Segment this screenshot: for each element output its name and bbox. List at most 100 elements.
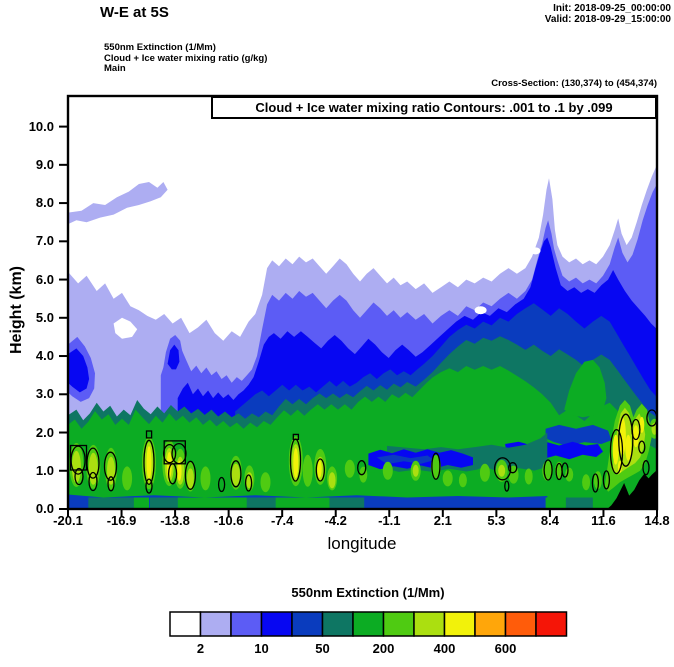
- mixing-ratio-contour: [107, 476, 115, 492]
- extinction-spot: [639, 416, 645, 433]
- extinction-spot: [479, 463, 490, 482]
- extinction-spot: [632, 425, 639, 448]
- colorbar-cell: [443, 611, 476, 637]
- mixing-ratio-contour: [543, 459, 553, 481]
- region-blue-core-left: [68, 348, 90, 393]
- mixing-ratio-contour: [631, 418, 641, 441]
- extinction-spot: [530, 247, 541, 255]
- extinction-spot: [442, 470, 453, 487]
- mixing-ratio-contour: [217, 476, 226, 493]
- colorbar-tick-label: 10: [254, 641, 269, 656]
- x-tick-label: -10.6: [213, 513, 244, 528]
- bottom-segment-0: [88, 497, 134, 509]
- field-line-3: Main: [104, 63, 126, 74]
- extinction-spot: [458, 473, 467, 488]
- x-axis-title: longitude: [327, 534, 397, 553]
- colorbar-cell: [504, 611, 537, 637]
- extinction-spot: [186, 468, 194, 489]
- mixing-ratio-contour: [618, 413, 634, 467]
- region-white-notch: [113, 317, 138, 339]
- bottom-segment-9: [592, 497, 609, 509]
- mixing-ratio-contour: [357, 460, 367, 476]
- bottom-segment-4: [246, 497, 276, 509]
- extinction-spot: [382, 461, 393, 480]
- region-navy-band-right: [545, 424, 612, 446]
- region-green-patch-right: [564, 359, 607, 418]
- mixing-ratio-contour: [184, 460, 197, 490]
- extinction-spot: [474, 306, 487, 315]
- mixing-ratio-contour: [103, 451, 118, 481]
- x-tick-label: 8.4: [540, 513, 559, 528]
- contour-layers: [68, 96, 657, 509]
- bottom-segment-8: [565, 497, 593, 509]
- mixing-ratio-contour: [638, 440, 646, 454]
- valid-time: Valid: 2018-09-29_15:00:00: [544, 14, 671, 25]
- y-tick-label: 7.0: [35, 233, 54, 249]
- colorbar-cell: [230, 611, 263, 637]
- x-tick-label: 5.3: [487, 513, 506, 528]
- mixing-ratio-contour: [230, 460, 242, 488]
- bottom-segment-2: [149, 497, 178, 509]
- x-tick-label: -1.1: [378, 513, 401, 528]
- colorbar-tick-label: 50: [315, 641, 330, 656]
- x-tick-label: 2.1: [433, 513, 452, 528]
- x-tick-label: -16.9: [106, 513, 137, 528]
- mixing-ratio-contour: [143, 439, 155, 485]
- colorbar-tick-label: 200: [372, 641, 395, 656]
- colorbar-cell: [352, 611, 385, 637]
- mixing-ratio-contour: [88, 471, 98, 492]
- x-tick-label: -7.4: [270, 513, 294, 528]
- y-tick-label: 3.0: [35, 386, 54, 402]
- page-title: W-E at 5S: [100, 4, 169, 21]
- extinction-spot: [328, 472, 336, 489]
- plot-inner-title: Cloud + Ice water mixing ratio Contours:…: [211, 96, 657, 119]
- y-tick-label: 4.0: [35, 348, 54, 364]
- y-tick-label: 1.0: [35, 462, 54, 478]
- y-tick-label: 2.0: [35, 424, 54, 440]
- mixing-ratio-contour: [602, 470, 611, 490]
- init-time: Init: 2018-09-25_00:00:00: [553, 3, 671, 14]
- y-tick-label: 9.0: [35, 156, 54, 172]
- mixing-ratio-contour: [145, 478, 153, 494]
- colorbar-cell: [535, 611, 568, 637]
- extinction-spot: [146, 446, 152, 481]
- colorbar-cell: [382, 611, 415, 637]
- colorbar-cell: [474, 611, 507, 637]
- mixing-ratio-contour: [315, 458, 325, 482]
- y-tick-label: 8.0: [35, 195, 54, 211]
- mixing-ratio-contour: [591, 473, 600, 493]
- extinction-spot: [412, 464, 419, 477]
- x-tick-label: -20.1: [53, 513, 83, 528]
- mixing-ratio-contour: [163, 440, 186, 465]
- terrain: [607, 470, 657, 509]
- bottom-segment-3: [177, 497, 247, 509]
- x-tick-label: -13.8: [160, 513, 190, 528]
- colorbar-cell: [169, 611, 202, 637]
- mixing-ratio-contour: [431, 452, 441, 480]
- mixing-ratio-contour: [69, 444, 88, 471]
- extinction-spot: [582, 474, 591, 491]
- y-tick-label: 5.0: [35, 309, 54, 325]
- colorbar-title: 550nm Extinction (1/Mm): [291, 585, 445, 600]
- colorbar-cell: [199, 611, 232, 637]
- colorbar-cell: [321, 611, 354, 637]
- extinction-spot: [317, 459, 322, 478]
- mixing-ratio-contour: [642, 460, 650, 476]
- run-times: Init: 2018-09-25_00:00:00 Valid: 2018-09…: [545, 3, 671, 25]
- y-tick-label: 10.0: [28, 118, 54, 134]
- bottom-segment-7: [545, 497, 566, 509]
- extinction-spot: [344, 459, 355, 478]
- colorbar-tick-label: 2: [196, 641, 205, 656]
- mixing-ratio-contour: [561, 462, 569, 478]
- region-blue-core-14w: [167, 344, 180, 370]
- mixing-ratio-contour: [292, 433, 300, 441]
- extinction-spot: [498, 464, 506, 477]
- extinction-spot: [430, 454, 441, 479]
- region-navy-lens-center: [376, 454, 435, 465]
- mixing-ratio-contour: [244, 474, 253, 492]
- extinction-spot: [612, 434, 619, 465]
- extinction-spot: [293, 448, 299, 479]
- extinction-spot: [231, 463, 240, 486]
- extinction-spot: [524, 468, 533, 485]
- cross-section-label: Cross-Section: (130,374) to (454,374): [491, 78, 657, 89]
